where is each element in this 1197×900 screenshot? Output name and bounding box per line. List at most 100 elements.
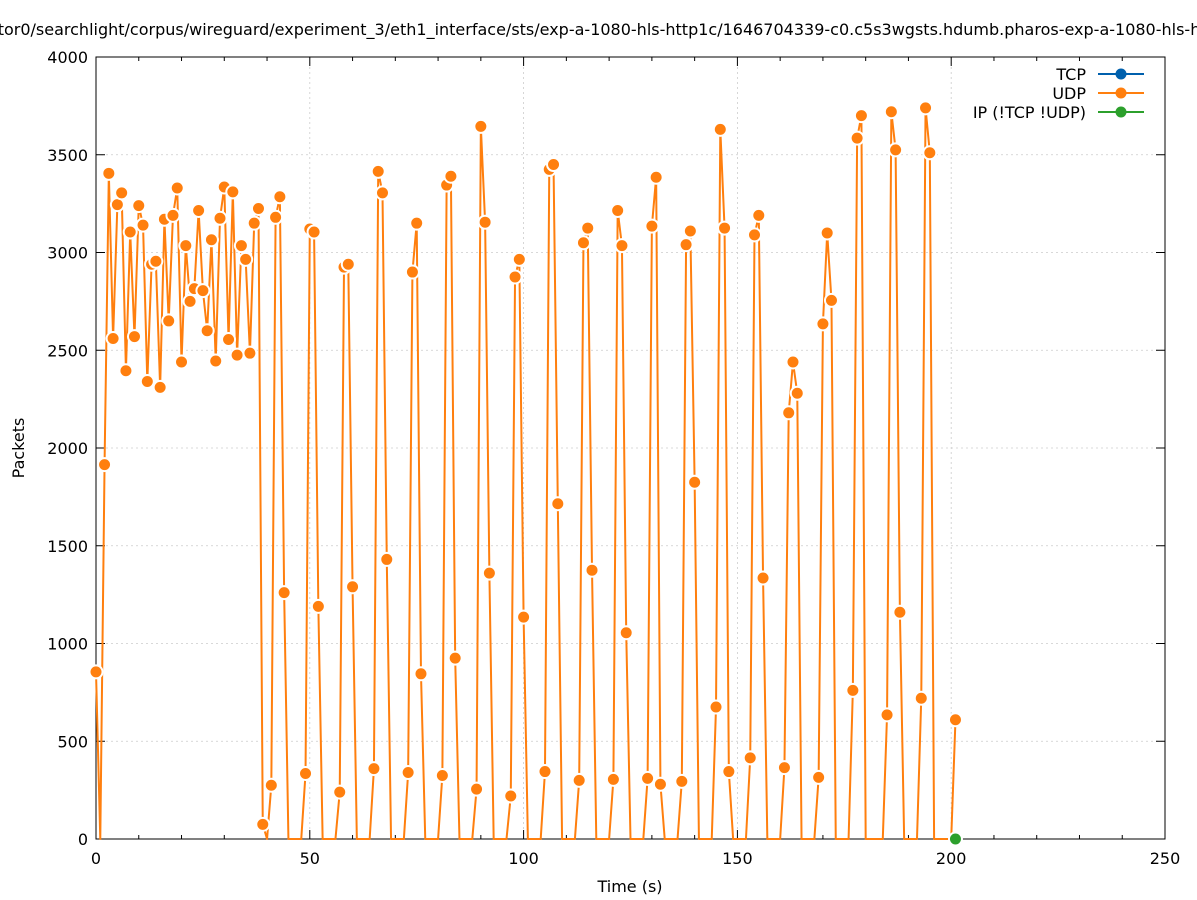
data-point	[404, 264, 420, 280]
data-point	[182, 293, 198, 309]
data-point	[614, 238, 630, 254]
data-point	[888, 142, 904, 158]
axis-ticks: 0 50 100 150 200 2500500100015002000250030003…	[47, 48, 1180, 868]
data-point	[687, 474, 703, 490]
data-point	[195, 283, 211, 299]
data-point	[477, 214, 493, 230]
data-point	[511, 251, 527, 267]
data-point	[148, 253, 164, 269]
y-tick-label: 3500	[47, 146, 88, 165]
x-tick-label: 200	[936, 849, 967, 868]
data-point	[648, 169, 664, 185]
data-point	[913, 690, 929, 706]
series-layer	[88, 100, 963, 847]
data-point	[781, 405, 797, 421]
data-point	[584, 562, 600, 578]
data-point	[892, 604, 908, 620]
data-point	[370, 163, 386, 179]
chart-title: stor0/searchlight/corpus/wireguard/exper…	[0, 20, 1197, 40]
data-point	[310, 598, 326, 614]
data-point	[413, 666, 429, 682]
data-point	[263, 777, 279, 793]
data-point	[238, 251, 254, 267]
data-point	[105, 331, 121, 347]
data-point	[152, 379, 168, 395]
data-point	[947, 712, 963, 728]
data-point	[199, 323, 215, 339]
data-point	[298, 766, 314, 782]
data-point	[165, 207, 181, 223]
data-point	[340, 256, 356, 272]
data-point	[640, 770, 656, 786]
data-point	[811, 769, 827, 785]
data-point	[88, 664, 104, 680]
data-point	[755, 570, 771, 586]
data-point	[434, 767, 450, 783]
data-point	[674, 773, 690, 789]
data-point	[922, 145, 938, 161]
y-tick-label: 500	[57, 732, 88, 751]
data-point	[473, 118, 489, 134]
data-point	[537, 764, 553, 780]
legend-marker	[1115, 87, 1127, 99]
data-point	[118, 363, 134, 379]
data-point	[379, 551, 395, 567]
x-tick-label: 150	[722, 849, 753, 868]
legend-label: IP (!TCP !UDP)	[973, 103, 1086, 122]
data-point	[126, 329, 142, 345]
data-point	[242, 345, 258, 361]
legend-marker	[1115, 68, 1127, 80]
data-point	[776, 760, 792, 776]
data-point	[747, 227, 763, 243]
data-point	[135, 217, 151, 233]
series-ip-tcp-udp	[947, 831, 963, 847]
data-point	[443, 168, 459, 184]
data-point	[174, 354, 190, 370]
data-point	[250, 201, 266, 217]
data-point	[469, 781, 485, 797]
data-point	[255, 816, 271, 832]
data-point	[481, 565, 497, 581]
data-point	[208, 353, 224, 369]
data-point	[169, 180, 185, 196]
y-tick-label: 4000	[47, 48, 88, 67]
y-tick-label: 3000	[47, 244, 88, 263]
data-point	[332, 784, 348, 800]
data-point	[507, 269, 523, 285]
data-point	[845, 682, 861, 698]
y-axis-label: Packets	[9, 418, 28, 479]
data-point	[678, 237, 694, 253]
data-point	[366, 761, 382, 777]
data-point	[345, 579, 361, 595]
data-point	[550, 496, 566, 512]
data-point	[139, 374, 155, 390]
data-point	[229, 347, 245, 363]
data-point	[879, 707, 895, 723]
data-point	[849, 130, 865, 146]
data-point	[246, 215, 262, 231]
data-point	[789, 385, 805, 401]
data-point	[883, 104, 899, 120]
data-point	[819, 225, 835, 241]
data-point	[751, 207, 767, 223]
data-point	[191, 202, 207, 218]
data-point	[918, 100, 934, 116]
data-point	[233, 238, 249, 254]
data-point	[97, 457, 113, 473]
data-point	[122, 224, 138, 240]
data-point	[101, 165, 117, 181]
data-point	[225, 184, 241, 200]
data-point	[610, 202, 626, 218]
y-tick-label: 2500	[47, 341, 88, 360]
data-point	[618, 625, 634, 641]
legend-item: TCP	[1055, 65, 1144, 84]
data-point	[708, 699, 724, 715]
x-tick-label: 50	[300, 849, 320, 868]
data-point	[400, 765, 416, 781]
data-point	[717, 220, 733, 236]
data-point	[131, 198, 147, 214]
data-point	[114, 185, 130, 201]
data-point	[853, 108, 869, 124]
